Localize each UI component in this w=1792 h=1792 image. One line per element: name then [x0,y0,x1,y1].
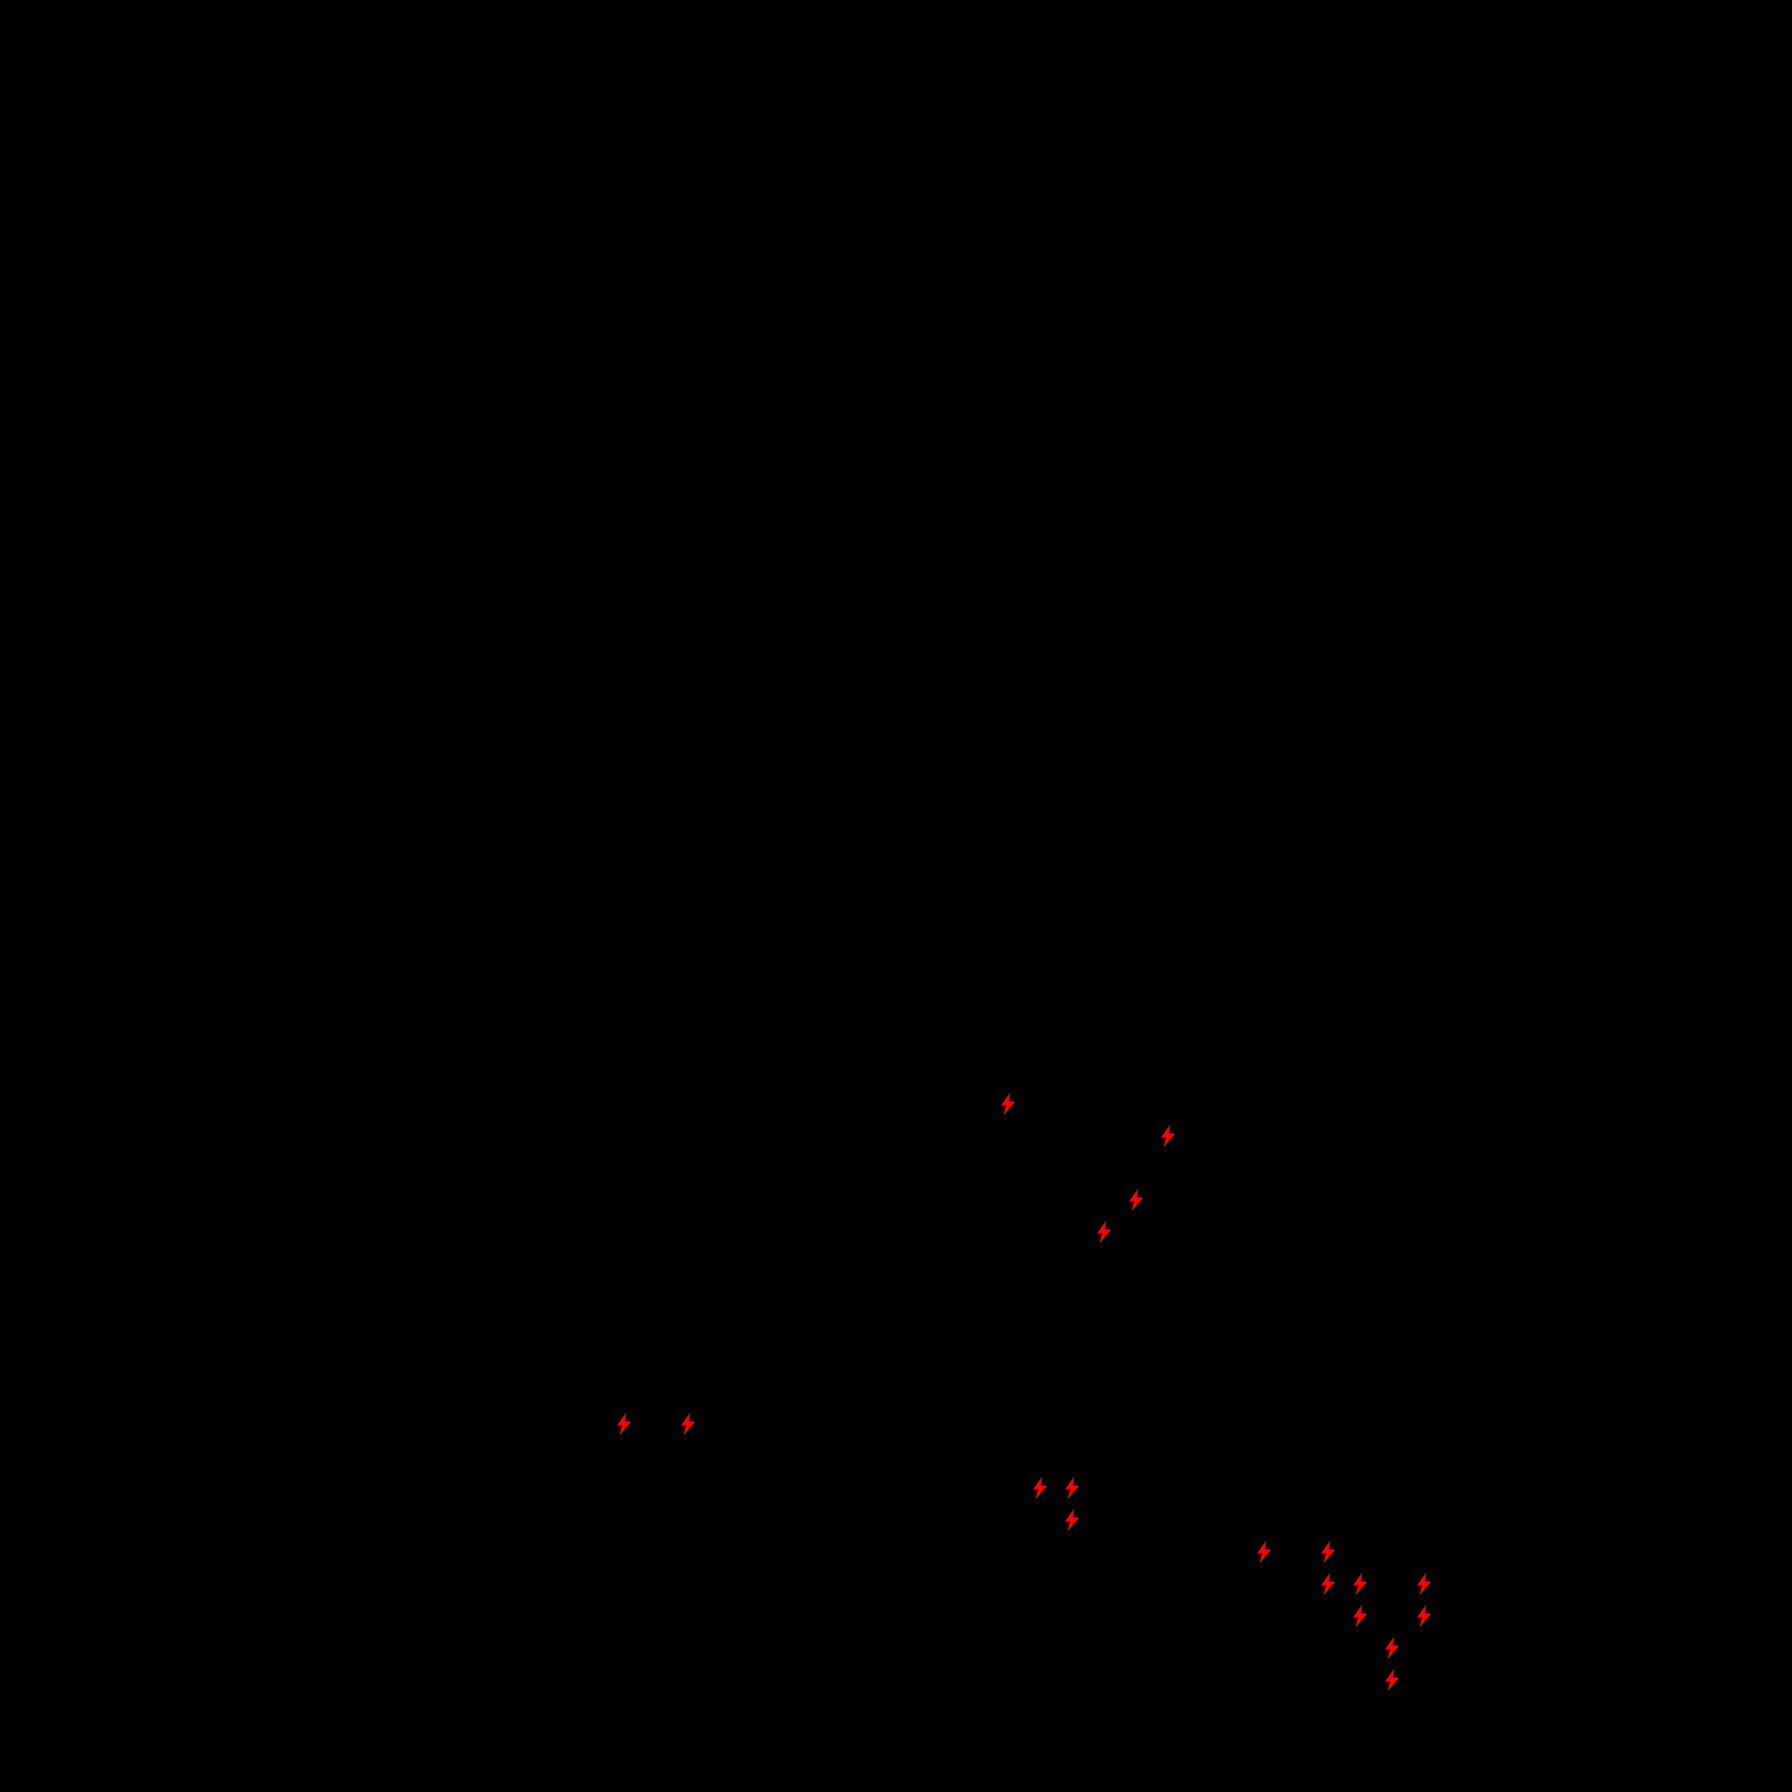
lightning-bolt-icon[interactable] [1376,1632,1408,1664]
lightning-bolt-icon[interactable] [1024,1472,1056,1504]
lightning-bolt-icon[interactable] [608,1408,640,1440]
lightning-bolt-icon[interactable] [1120,1184,1152,1216]
lightning-bolt-icon[interactable] [1312,1536,1344,1568]
lightning-bolt-icon[interactable] [992,1088,1024,1120]
lightning-bolt-icon[interactable] [1408,1600,1440,1632]
lightning-bolt-icon[interactable] [1344,1600,1376,1632]
lightning-bolt-icon[interactable] [1088,1216,1120,1248]
lightning-bolt-icon[interactable] [1056,1504,1088,1536]
lightning-bolt-icon[interactable] [1344,1568,1376,1600]
lightning-bolt-icon[interactable] [1312,1568,1344,1600]
lightning-bolt-icon[interactable] [1056,1472,1088,1504]
lightning-bolt-icon[interactable] [1408,1568,1440,1600]
lightning-bolt-icon[interactable] [672,1408,704,1440]
lightning-bolt-icon[interactable] [1152,1120,1184,1152]
lightning-bolt-icon[interactable] [1248,1536,1280,1568]
lightning-bolt-icon[interactable] [1376,1664,1408,1696]
